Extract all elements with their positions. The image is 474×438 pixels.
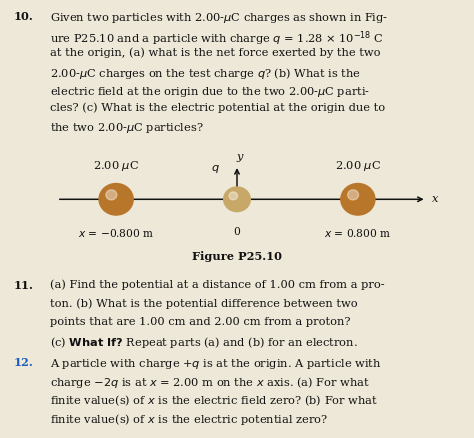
Text: y: y	[236, 152, 243, 162]
Text: Given two particles with 2.00-$\mu$C charges as shown in Fig-: Given two particles with 2.00-$\mu$C cha…	[50, 11, 388, 25]
Text: cles? (c) What is the electric potential at the origin due to: cles? (c) What is the electric potential…	[50, 103, 385, 113]
Text: 10.: 10.	[13, 11, 33, 22]
Circle shape	[347, 190, 358, 200]
Circle shape	[106, 190, 117, 200]
Text: 2.00 $\mu$C: 2.00 $\mu$C	[93, 159, 139, 173]
Circle shape	[224, 187, 250, 212]
Text: electric field at the origin due to the two 2.00-$\mu$C parti-: electric field at the origin due to the …	[50, 85, 370, 99]
Circle shape	[341, 184, 375, 215]
Text: $q$: $q$	[211, 163, 220, 175]
Text: 0: 0	[234, 227, 240, 237]
Text: (c) $\mathbf{What\ If?}$ Repeat parts (a) and (b) for an electron.: (c) $\mathbf{What\ If?}$ Repeat parts (a…	[50, 335, 357, 350]
Text: A particle with charge $+q$ is at the origin. A particle with: A particle with charge $+q$ is at the or…	[50, 357, 381, 371]
Circle shape	[99, 184, 133, 215]
Text: $x$ = 0.800 m: $x$ = 0.800 m	[324, 227, 392, 239]
Circle shape	[229, 192, 237, 200]
Text: charge $-2q$ is at $x$ = 2.00 m on the $x$ axis. (a) For what: charge $-2q$ is at $x$ = 2.00 m on the $…	[50, 375, 370, 390]
Text: the two 2.00-$\mu$C particles?: the two 2.00-$\mu$C particles?	[50, 121, 203, 135]
Text: $x$ = $-$0.800 m: $x$ = $-$0.800 m	[78, 227, 154, 239]
Text: points that are 1.00 cm and 2.00 cm from a proton?: points that are 1.00 cm and 2.00 cm from…	[50, 317, 350, 327]
Text: ure P25.10 and a particle with charge $q$ = 1.28 $\times$ 10$^{-18}$ C: ure P25.10 and a particle with charge $q…	[50, 29, 384, 48]
Text: finite value(s) of $x$ is the electric field zero? (b) For what: finite value(s) of $x$ is the electric f…	[50, 394, 378, 408]
Text: Figure P25.10: Figure P25.10	[192, 251, 282, 262]
Text: ton. (b) What is the potential difference between two: ton. (b) What is the potential differenc…	[50, 298, 357, 309]
Text: x: x	[432, 194, 438, 204]
Text: 11.: 11.	[13, 280, 33, 291]
Text: 12.: 12.	[13, 357, 33, 368]
Text: 2.00 $\mu$C: 2.00 $\mu$C	[335, 159, 381, 173]
Text: at the origin, (a) what is the net force exerted by the two: at the origin, (a) what is the net force…	[50, 48, 380, 58]
Text: 2.00-$\mu$C charges on the test charge $q$? (b) What is the: 2.00-$\mu$C charges on the test charge $…	[50, 66, 361, 81]
Text: (a) Find the potential at a distance of 1.00 cm from a pro-: (a) Find the potential at a distance of …	[50, 280, 384, 290]
Text: finite value(s) of $x$ is the electric potential zero?: finite value(s) of $x$ is the electric p…	[50, 412, 328, 427]
